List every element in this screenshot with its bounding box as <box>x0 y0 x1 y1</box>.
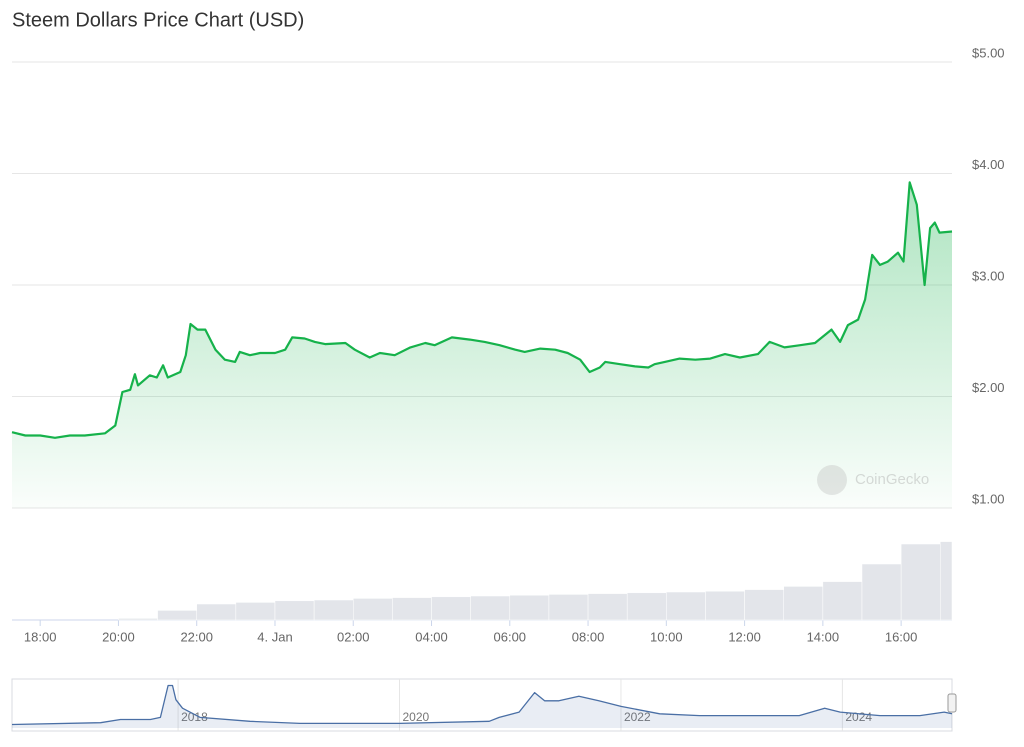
navigator-tick-label: 2020 <box>403 710 430 724</box>
volume-bar <box>235 602 276 621</box>
x-tick-label: 18:00 <box>24 629 57 644</box>
volume-bar <box>626 592 667 621</box>
chart-title: Steem Dollars Price Chart (USD) <box>12 9 304 31</box>
y-tick-label: $5.00 <box>972 45 1005 60</box>
y-tick-label: $2.00 <box>972 380 1005 395</box>
area <box>12 685 952 728</box>
navigator-handle[interactable] <box>947 693 957 713</box>
navigator-tick-label: 2022 <box>624 710 651 724</box>
x-tick-label: 10:00 <box>650 629 683 644</box>
volume-bar <box>744 589 784 621</box>
volume-bar <box>587 593 628 621</box>
volume-bar <box>705 590 745 621</box>
x-tick-label: 12:00 <box>728 629 761 644</box>
line <box>11 684 953 726</box>
volume-bar <box>431 596 471 621</box>
volume-bar <box>274 600 315 621</box>
line <box>11 181 953 439</box>
volume-bar <box>470 595 511 621</box>
x-tick-label: 14:00 <box>807 629 840 644</box>
watermark: CoinGecko <box>817 465 929 495</box>
watermark-logo <box>817 465 847 495</box>
x-tick-label: 22:00 <box>180 629 213 644</box>
volume-bar <box>392 597 432 621</box>
volume-bar <box>940 541 953 621</box>
volume-bar <box>509 594 550 621</box>
area <box>12 182 952 508</box>
y-tick-label: $4.00 <box>972 157 1005 172</box>
volume-bar <box>822 581 863 621</box>
x-tick-label: 02:00 <box>337 629 370 644</box>
x-tick-label: 08:00 <box>572 629 605 644</box>
volume-bar <box>313 599 354 621</box>
volume-bar <box>666 591 706 621</box>
volume-bar <box>157 610 197 621</box>
x-tick-label: 20:00 <box>102 629 135 644</box>
y-tick-label: $1.00 <box>972 491 1005 506</box>
x-tick-label: 06:00 <box>494 629 527 644</box>
volume-bar <box>861 563 902 621</box>
x-tick-label: 4. Jan <box>257 629 292 644</box>
volume-bar <box>196 603 237 621</box>
x-tick-label: 04:00 <box>415 629 448 644</box>
volume-bar <box>783 586 824 621</box>
x-tick-label: 16:00 <box>885 629 918 644</box>
watermark-text: CoinGecko <box>855 471 929 488</box>
volume-bar <box>900 543 941 621</box>
y-tick-label: $3.00 <box>972 268 1005 283</box>
volume-bar <box>352 598 393 621</box>
volume-bar <box>118 618 158 621</box>
navigator-tick-label: 2018 <box>181 710 208 724</box>
volume-bar <box>548 594 589 621</box>
